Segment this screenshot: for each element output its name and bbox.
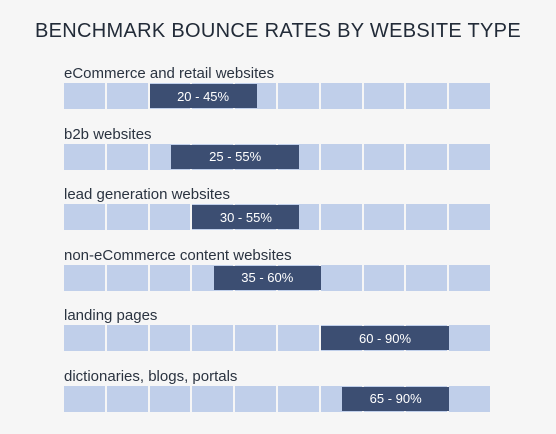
grid-cell bbox=[320, 83, 362, 109]
grid-cell bbox=[363, 204, 405, 230]
grid-cell bbox=[449, 264, 490, 291]
category-label: landing pages bbox=[64, 307, 158, 324]
grid-cell bbox=[192, 325, 234, 351]
category-label: dictionaries, blogs, portals bbox=[64, 367, 238, 385]
grid-cell bbox=[449, 83, 490, 109]
grid-cell bbox=[64, 83, 105, 109]
grid-cell bbox=[106, 204, 148, 230]
grid-cell bbox=[449, 385, 490, 412]
grid-cell bbox=[320, 204, 362, 230]
grid-cell bbox=[449, 325, 490, 351]
grid-cell bbox=[149, 325, 191, 351]
grid-cell bbox=[320, 264, 362, 291]
range-bar: 65 - 90% bbox=[342, 386, 450, 411]
grid-cell bbox=[64, 143, 105, 170]
grid-cell bbox=[235, 325, 276, 351]
grid-cell bbox=[406, 204, 448, 230]
grid-cell bbox=[363, 143, 405, 170]
category-label: lead generation websites bbox=[64, 186, 230, 203]
grid-cell bbox=[235, 385, 276, 412]
range-bar: 30 - 55% bbox=[192, 205, 300, 229]
grid-cell bbox=[406, 264, 448, 291]
range-bar: 35 - 60% bbox=[213, 265, 321, 290]
grid-cell bbox=[320, 143, 362, 170]
grid-cell bbox=[449, 204, 490, 230]
range-bar: 25 - 55% bbox=[171, 144, 300, 169]
grid-cell bbox=[363, 83, 405, 109]
grid-cell bbox=[106, 83, 148, 109]
range-label: 35 - 60% bbox=[241, 270, 294, 285]
chart-title: BENCHMARK BOUNCE RATES BY WEBSITE TYPE bbox=[35, 20, 521, 42]
range-label: 65 - 90% bbox=[369, 391, 422, 406]
category-label: non-eCommerce content websites bbox=[64, 246, 292, 264]
grid-cell bbox=[278, 385, 319, 412]
grid-cell bbox=[278, 325, 319, 351]
grid-cell bbox=[406, 83, 448, 109]
range-label: 30 - 55% bbox=[219, 209, 272, 225]
grid-cell bbox=[149, 204, 191, 230]
range-label: 20 - 45% bbox=[177, 88, 230, 104]
range-label: 25 - 55% bbox=[209, 149, 262, 164]
range-bar: 20 - 45% bbox=[149, 84, 257, 108]
grid-cell bbox=[149, 264, 191, 291]
category-label: b2b websites bbox=[64, 125, 152, 143]
grid-cell bbox=[278, 83, 319, 109]
grid-cell bbox=[106, 143, 148, 170]
grid-cell bbox=[64, 325, 105, 351]
grid-cell bbox=[406, 143, 448, 170]
grid-cell bbox=[106, 325, 148, 351]
grid-cell bbox=[64, 204, 105, 230]
range-bar: 60 - 90% bbox=[320, 326, 450, 350]
grid-cell bbox=[192, 385, 234, 412]
grid-cell bbox=[106, 385, 148, 412]
grid-cell bbox=[449, 143, 490, 170]
grid-cell bbox=[64, 385, 105, 412]
category-label: eCommerce and retail websites bbox=[64, 65, 275, 82]
grid-cell bbox=[363, 264, 405, 291]
grid-cell bbox=[64, 264, 105, 291]
grid-cell bbox=[149, 385, 191, 412]
range-label: 60 - 90% bbox=[358, 330, 412, 346]
grid-cell bbox=[106, 264, 148, 291]
